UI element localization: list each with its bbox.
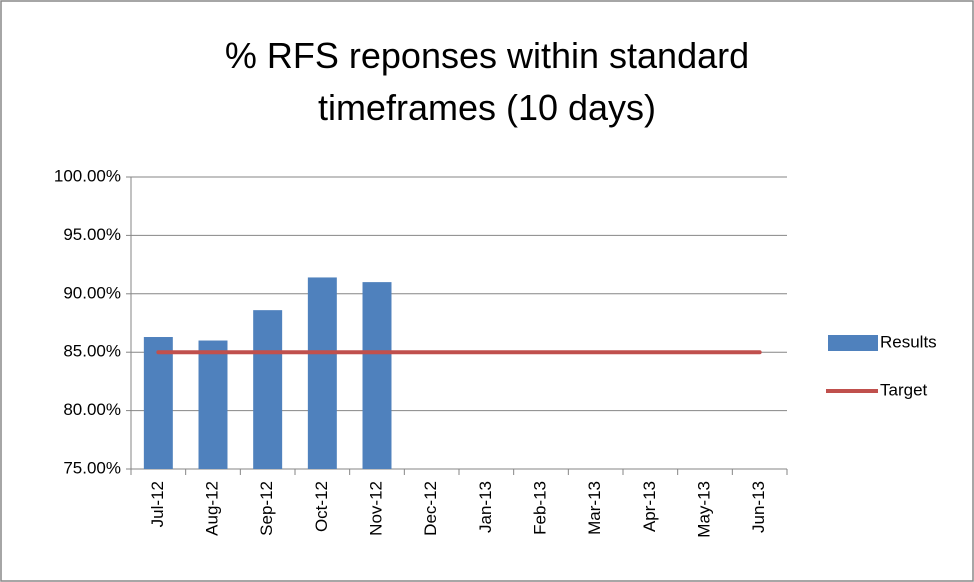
legend-label: Results [880,332,937,351]
legend-swatch [828,335,878,351]
bar [362,282,392,469]
x-tick-label: Oct-12 [312,481,331,532]
y-tick-label: 75.00% [63,458,121,477]
y-tick-label: 85.00% [63,342,121,361]
y-tick-label: 95.00% [63,225,121,244]
chart-title: % RFS reponses within standard timeframe… [224,35,750,128]
x-tick-label: Jan-13 [476,481,495,533]
y-tick-label: 90.00% [63,283,121,302]
x-tick-label: Sep-12 [257,481,276,536]
bar [307,277,337,469]
x-tick-label: Nov-12 [366,481,385,536]
x-tick-label: May-13 [694,481,713,538]
legend-label: Target [880,380,928,399]
y-tick-label: 100.00% [54,166,121,185]
y-tick-label: 80.00% [63,400,121,419]
x-tick-label: Dec-12 [421,481,440,536]
x-tick-label: Feb-13 [530,481,549,535]
bar [198,340,228,469]
bar [253,310,283,469]
x-tick-label: Jun-13 [749,481,768,533]
x-tick-label: Mar-13 [585,481,604,535]
x-tick-label: Jul-12 [148,481,167,527]
x-tick-label: Apr-13 [640,481,659,532]
bar [143,337,173,469]
x-tick-label: Aug-12 [202,481,221,536]
